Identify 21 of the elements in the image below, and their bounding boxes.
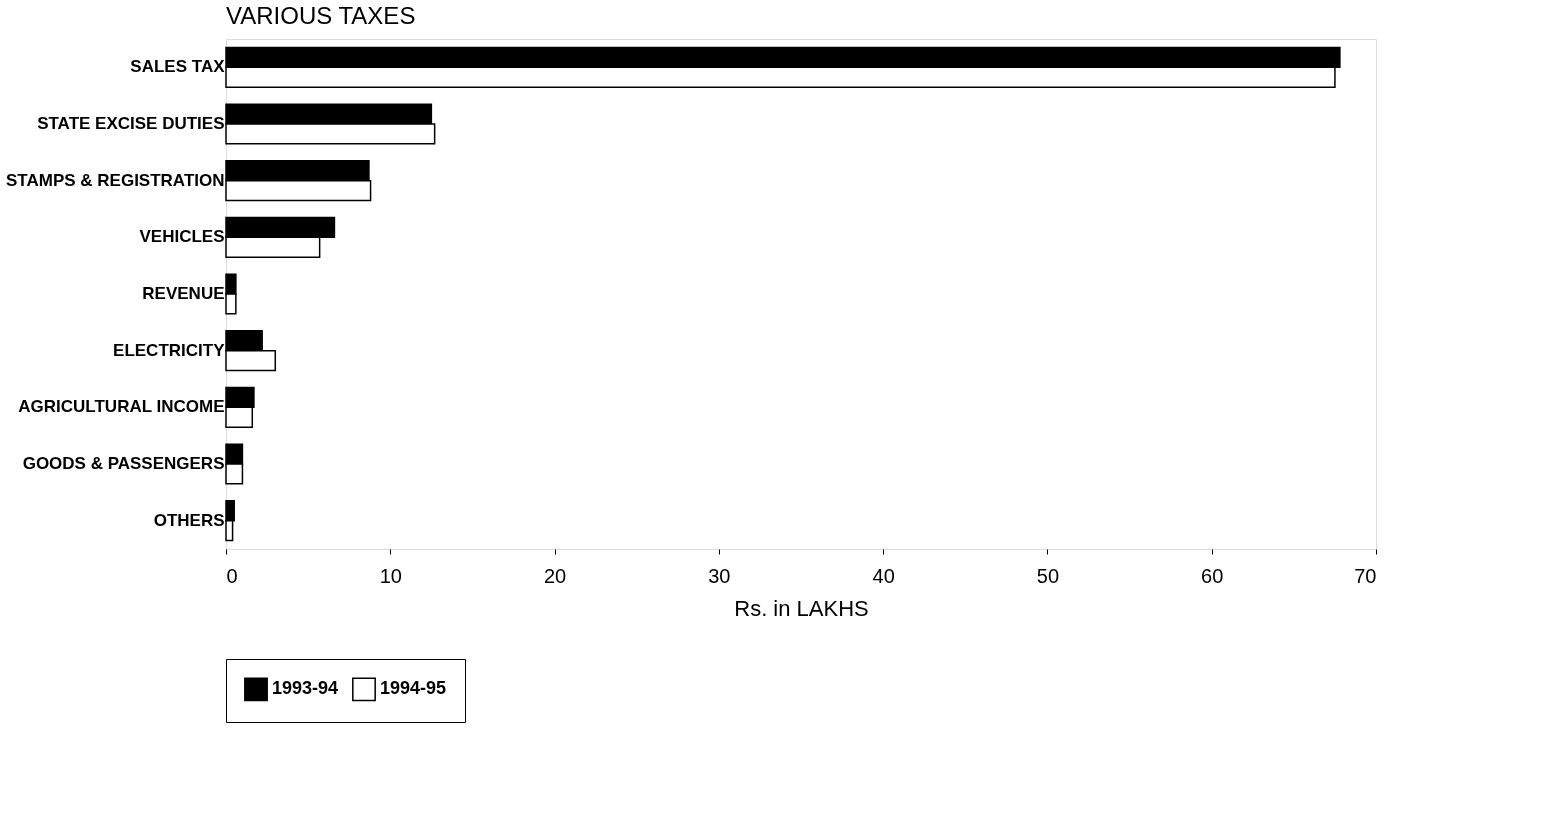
- y-tick-label: OTHERS: [153, 510, 225, 530]
- y-tick-label: STATE EXCISE DUTIES: [37, 114, 225, 133]
- y-tick-label: STAMPS & REGISTRATION: [6, 170, 225, 190]
- y-tick-label: REVENUE: [142, 284, 225, 303]
- legend-label: 1993-94: [272, 678, 339, 699]
- chart-title: VARIOUS TAXES: [226, 2, 416, 29]
- x-tick-label: 50: [1036, 564, 1060, 587]
- legend-label: 1994-95: [380, 678, 447, 699]
- x-tick-label: 30: [708, 564, 731, 587]
- x-axis-title: Rs. in LAKHS: [734, 595, 869, 621]
- y-tick-label: AGRICULTURAL INCOME: [18, 397, 225, 417]
- x-tick-label: 70: [1354, 564, 1377, 587]
- y-tick-label: VEHICLES: [139, 227, 225, 247]
- x-tick-label: 10: [379, 564, 402, 587]
- y-tick-label: ELECTRICITY: [113, 340, 226, 360]
- x-tick-label: 60: [1201, 564, 1224, 587]
- y-tick-label: GOODS & PASSENGERS: [22, 454, 225, 473]
- y-tick-label: SALES TAX: [130, 57, 226, 77]
- x-tick-label: 20: [543, 564, 567, 587]
- x-tick-label: 0: [226, 564, 238, 587]
- x-tick-label: 40: [872, 564, 895, 587]
